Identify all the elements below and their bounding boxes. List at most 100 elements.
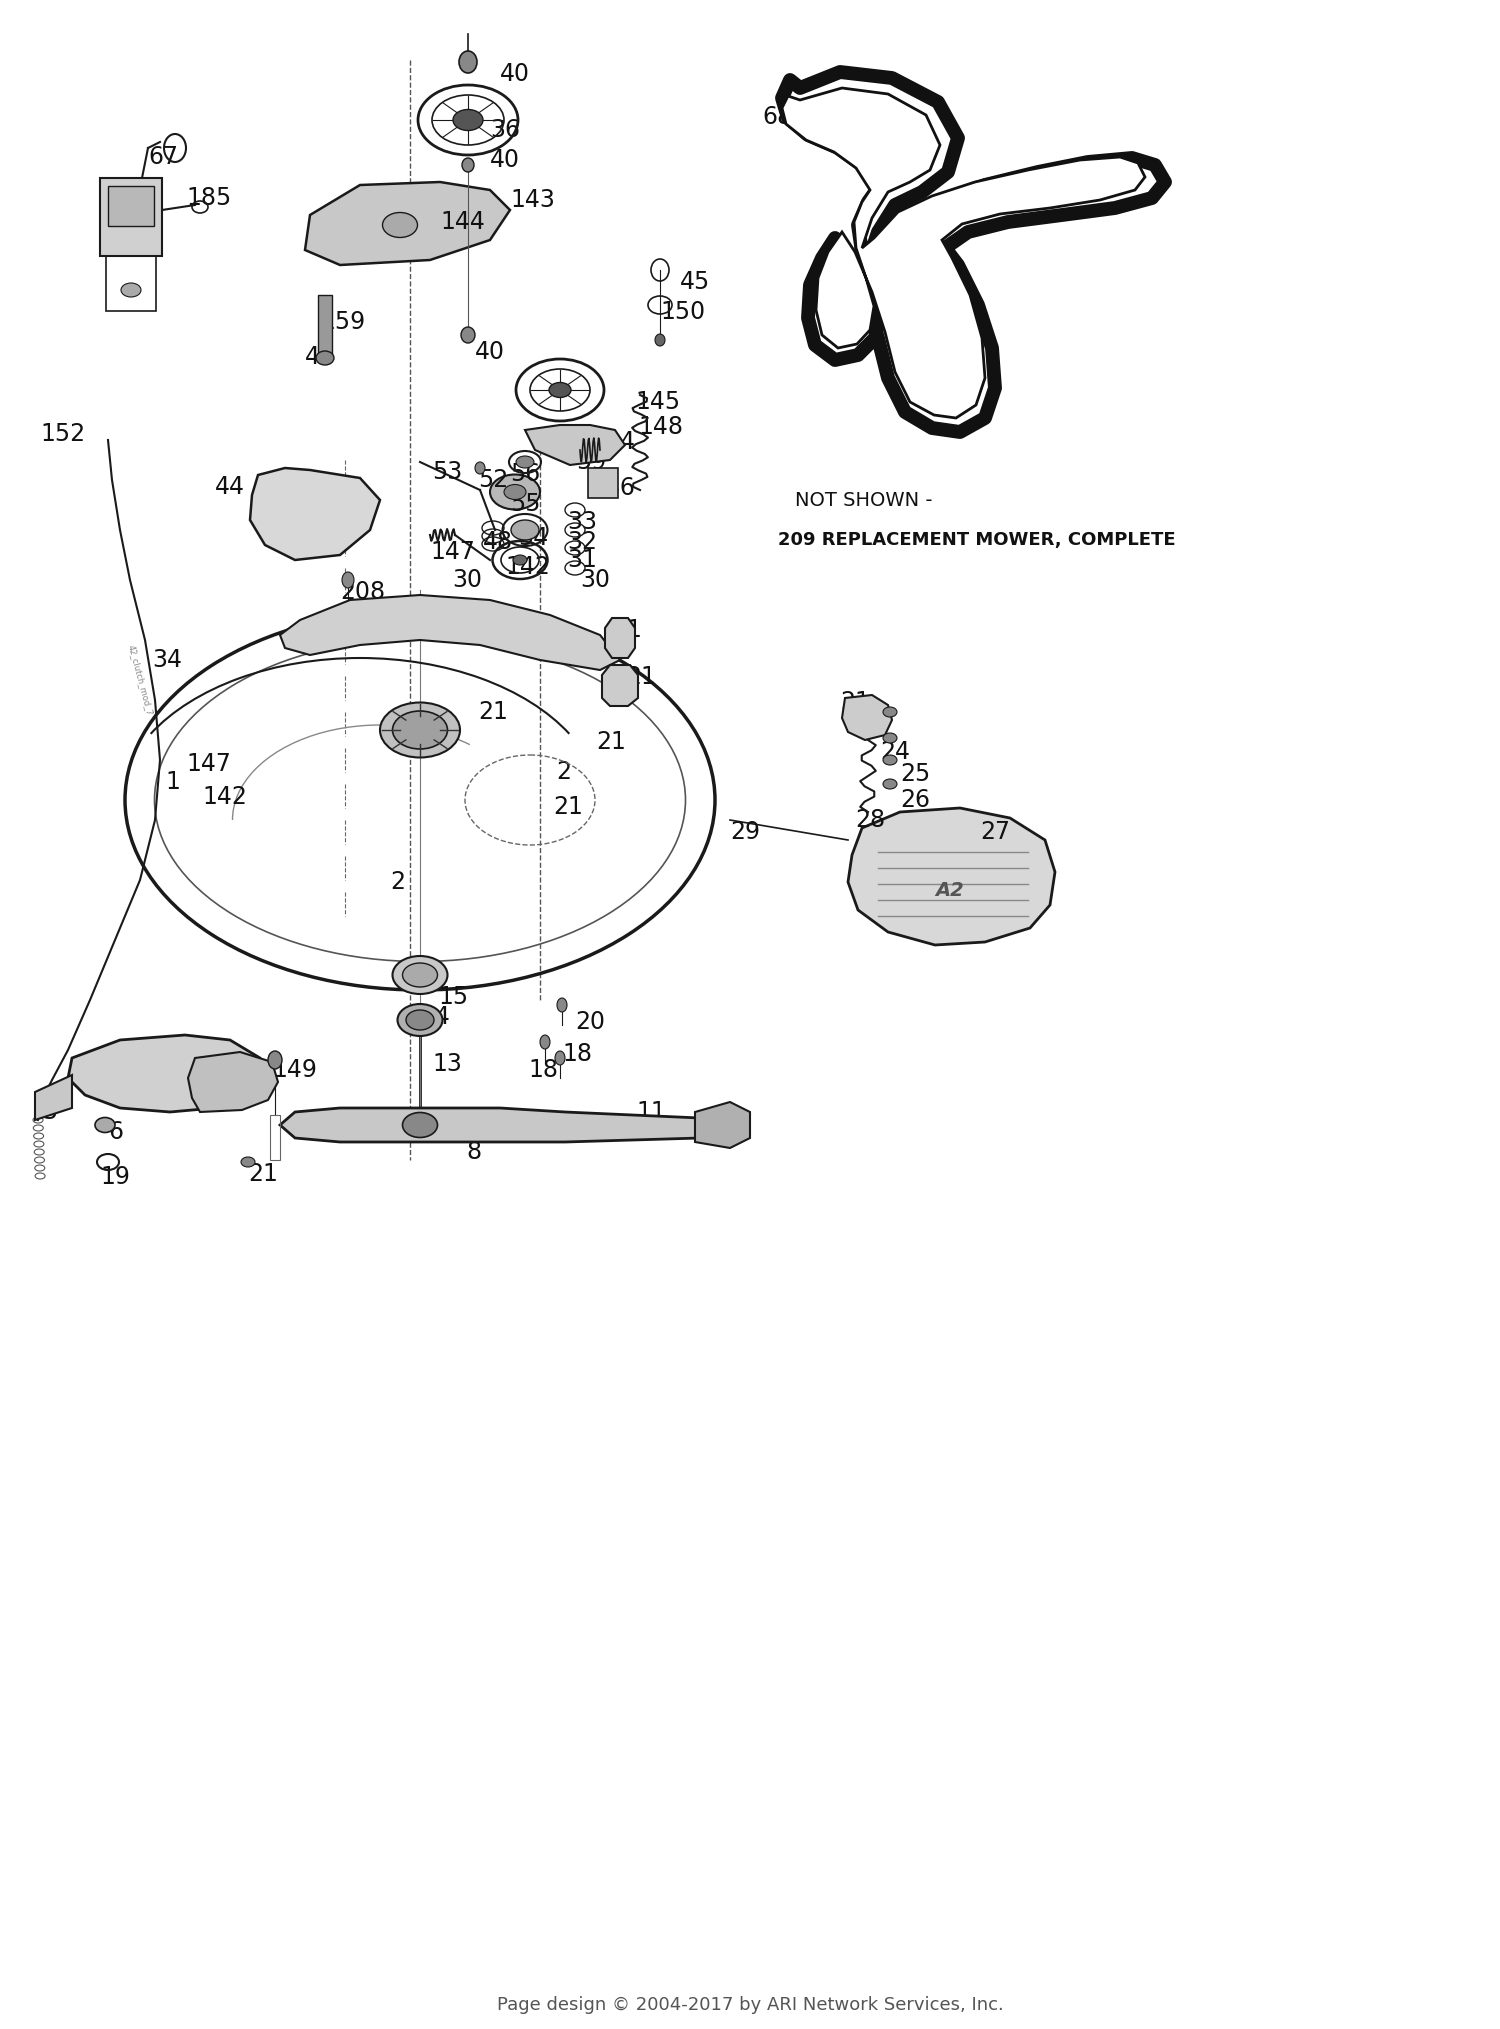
Bar (100, 179, 162, 256)
Text: 68: 68 (762, 106, 792, 130)
Ellipse shape (540, 1035, 550, 1049)
Text: 21: 21 (248, 1163, 278, 1187)
Text: 29: 29 (730, 820, 760, 844)
Ellipse shape (342, 572, 354, 588)
Text: 4: 4 (220, 1075, 236, 1100)
Polygon shape (188, 1051, 278, 1112)
Bar (106, 256, 156, 310)
Text: 21: 21 (612, 619, 642, 641)
Polygon shape (68, 1035, 266, 1112)
Ellipse shape (504, 485, 526, 499)
Text: 30: 30 (580, 568, 610, 592)
Text: 31: 31 (567, 548, 597, 572)
Bar (318, 294, 332, 355)
Text: 33: 33 (567, 509, 597, 534)
Text: 24: 24 (880, 741, 910, 765)
Text: NOT SHOWN -: NOT SHOWN - (795, 491, 933, 509)
Text: 152: 152 (40, 422, 86, 446)
Text: 1: 1 (165, 769, 180, 793)
Text: 144: 144 (440, 209, 485, 233)
Text: 149: 149 (272, 1057, 316, 1081)
Text: 145: 145 (634, 390, 680, 414)
Text: 2: 2 (556, 761, 572, 783)
Text: 53: 53 (432, 461, 462, 485)
Text: 3: 3 (120, 1069, 135, 1094)
Polygon shape (280, 594, 620, 670)
Polygon shape (525, 424, 626, 465)
Polygon shape (694, 1102, 750, 1148)
Ellipse shape (402, 1112, 438, 1138)
Text: 42_clutch_mod_7: 42_clutch_mod_7 (126, 643, 154, 716)
Text: 40: 40 (500, 63, 530, 85)
Text: A2: A2 (936, 881, 964, 899)
Ellipse shape (242, 1157, 255, 1167)
Text: 142: 142 (506, 556, 550, 578)
Ellipse shape (513, 556, 526, 564)
Text: 59: 59 (576, 450, 606, 475)
Bar (270, 1116, 280, 1161)
Text: 184: 184 (590, 430, 634, 454)
Polygon shape (602, 666, 638, 706)
Text: 30: 30 (452, 568, 482, 592)
Ellipse shape (555, 1051, 566, 1065)
Text: 26: 26 (900, 787, 930, 812)
Text: 159: 159 (320, 310, 364, 335)
Text: 55: 55 (510, 491, 540, 515)
Ellipse shape (884, 779, 897, 789)
Ellipse shape (884, 755, 897, 765)
Text: 34: 34 (152, 647, 182, 672)
Text: 21: 21 (554, 795, 584, 820)
Text: 148: 148 (638, 416, 682, 438)
Text: 147: 147 (186, 753, 231, 775)
Ellipse shape (460, 327, 476, 343)
Polygon shape (847, 808, 1054, 946)
Text: 21: 21 (596, 730, 626, 755)
Ellipse shape (459, 51, 477, 73)
Text: 52: 52 (478, 469, 508, 491)
Ellipse shape (393, 956, 447, 994)
Ellipse shape (268, 1051, 282, 1069)
Ellipse shape (453, 110, 483, 130)
Text: 15: 15 (438, 984, 468, 1008)
Polygon shape (251, 469, 380, 560)
Polygon shape (842, 696, 892, 741)
Text: 18: 18 (562, 1043, 592, 1065)
Ellipse shape (398, 1004, 442, 1037)
Text: 158: 158 (104, 179, 148, 203)
Ellipse shape (393, 710, 447, 749)
Text: 48: 48 (483, 530, 513, 554)
Text: 44: 44 (214, 475, 244, 499)
Ellipse shape (549, 383, 572, 398)
Text: 36: 36 (490, 118, 520, 142)
Polygon shape (604, 619, 634, 657)
Text: 27: 27 (980, 820, 1010, 844)
Ellipse shape (556, 998, 567, 1012)
Text: 56: 56 (510, 463, 540, 487)
Text: 40: 40 (476, 341, 506, 363)
Text: 147: 147 (430, 540, 476, 564)
Ellipse shape (122, 282, 141, 296)
Text: 146: 146 (590, 477, 634, 499)
Ellipse shape (476, 463, 484, 475)
Text: 46: 46 (304, 345, 334, 369)
Text: Page design © 2004-2017 by ARI Network Services, Inc.: Page design © 2004-2017 by ARI Network S… (496, 1997, 1004, 2015)
Text: 28: 28 (855, 808, 885, 832)
Ellipse shape (402, 964, 438, 986)
Ellipse shape (516, 457, 534, 469)
Ellipse shape (884, 732, 897, 743)
Text: 143: 143 (510, 189, 555, 211)
Text: 18: 18 (528, 1057, 558, 1081)
Ellipse shape (462, 158, 474, 172)
Text: 8: 8 (466, 1140, 482, 1165)
Text: 209 REPLACEMENT MOWER, COMPLETE: 209 REPLACEMENT MOWER, COMPLETE (778, 532, 1176, 550)
Text: 11: 11 (636, 1100, 666, 1124)
Ellipse shape (94, 1118, 116, 1132)
Bar (588, 469, 618, 497)
Ellipse shape (316, 351, 334, 365)
Polygon shape (280, 1108, 720, 1142)
Text: 5: 5 (42, 1100, 57, 1124)
Ellipse shape (884, 706, 897, 716)
Bar (108, 187, 154, 225)
Ellipse shape (656, 335, 664, 347)
Text: 40: 40 (490, 148, 520, 172)
